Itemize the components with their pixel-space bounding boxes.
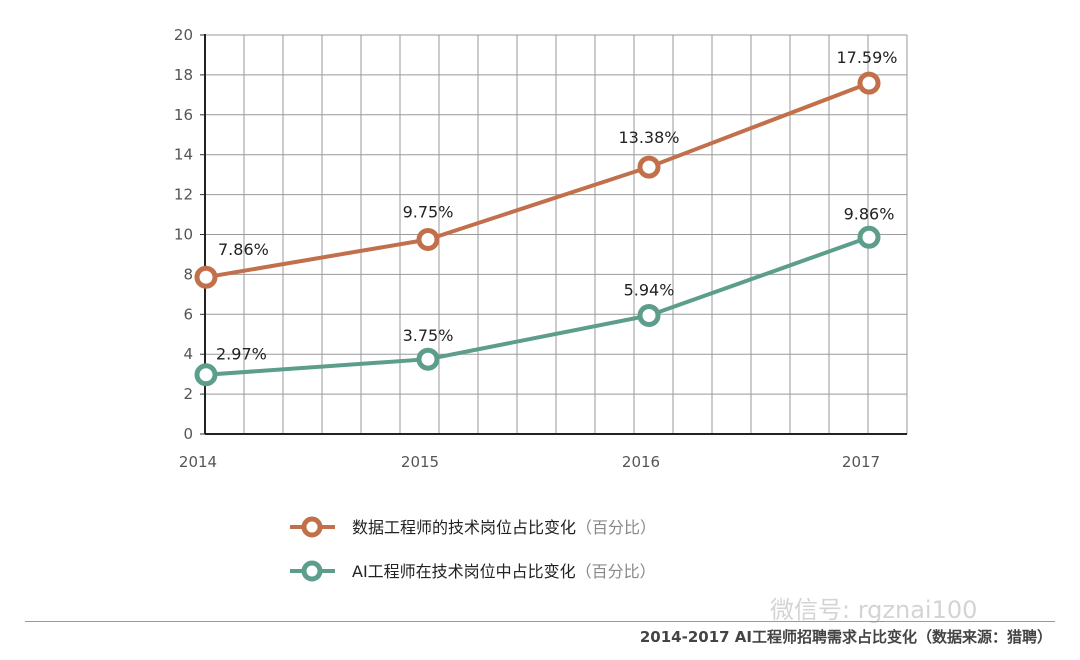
data-point (857, 71, 881, 95)
data-point (416, 347, 440, 371)
y-tick-label: 14 (174, 146, 193, 164)
y-tick-label: 0 (183, 425, 193, 443)
y-tick-label: 4 (183, 345, 193, 363)
series-line (205, 81, 870, 280)
chart-legend: 数据工程师的技术岗位占比变化（百分比） AI工程师在技术岗位中占比变化（百分比） (290, 516, 656, 582)
legend-label: AI工程师在技术岗位中占比变化（百分比） (352, 562, 656, 581)
data-label: 3.75% (403, 326, 454, 345)
data-label: 7.86% (218, 240, 269, 259)
y-tick-label: 18 (174, 66, 193, 84)
data-label: 17.59% (836, 48, 897, 67)
x-tick-label: 2017 (842, 453, 880, 471)
y-tick-label: 10 (174, 226, 193, 244)
y-tick-label: 12 (174, 186, 193, 204)
y-tick-label: 8 (183, 265, 193, 283)
legend-unit: （百分比） (576, 562, 656, 581)
y-tick-label: 6 (183, 305, 193, 323)
legend-swatch-marker (301, 516, 323, 538)
data-label: 13.38% (618, 128, 679, 147)
chart-grid (205, 34, 908, 434)
x-tick-label: 2016 (622, 453, 660, 471)
data-point (637, 303, 661, 327)
data-label: 9.75% (403, 202, 454, 221)
chart-series: 7.86% 9.75% 13.38% 17.59% 2.97% 3.75% 5.94% 9.8… (194, 48, 898, 387)
data-point (416, 227, 440, 251)
data-label: 9.86% (844, 204, 895, 223)
data-point (194, 265, 218, 289)
y-tick-label: 2 (183, 385, 193, 403)
x-tick-label: 2015 (401, 453, 439, 471)
x-tick-label: 2014 (179, 453, 217, 471)
y-tick-label: 16 (174, 106, 193, 124)
data-point (637, 155, 661, 179)
legend-unit: （百分比） (576, 518, 656, 537)
series-line (205, 235, 870, 377)
legend-label: 数据工程师的技术岗位占比变化（百分比） (352, 518, 656, 537)
x-axis-ticks: 2014 2015 2016 2017 (179, 453, 880, 471)
data-label: 5.94% (624, 280, 675, 299)
chart-caption: 2014-2017 AI工程师招聘需求占比变化（数据来源：猎聘） (639, 628, 1052, 646)
legend-swatch-marker (301, 560, 323, 582)
y-tick-label: 20 (174, 26, 193, 44)
data-point (194, 363, 218, 387)
caption-divider (25, 621, 1055, 622)
watermark-text: 微信号: rgznai100 (770, 596, 978, 624)
y-axis-ticks: 0 2 4 6 8 10 12 14 16 18 20 (174, 26, 193, 443)
data-point (857, 225, 881, 249)
data-label: 2.97% (216, 345, 267, 364)
